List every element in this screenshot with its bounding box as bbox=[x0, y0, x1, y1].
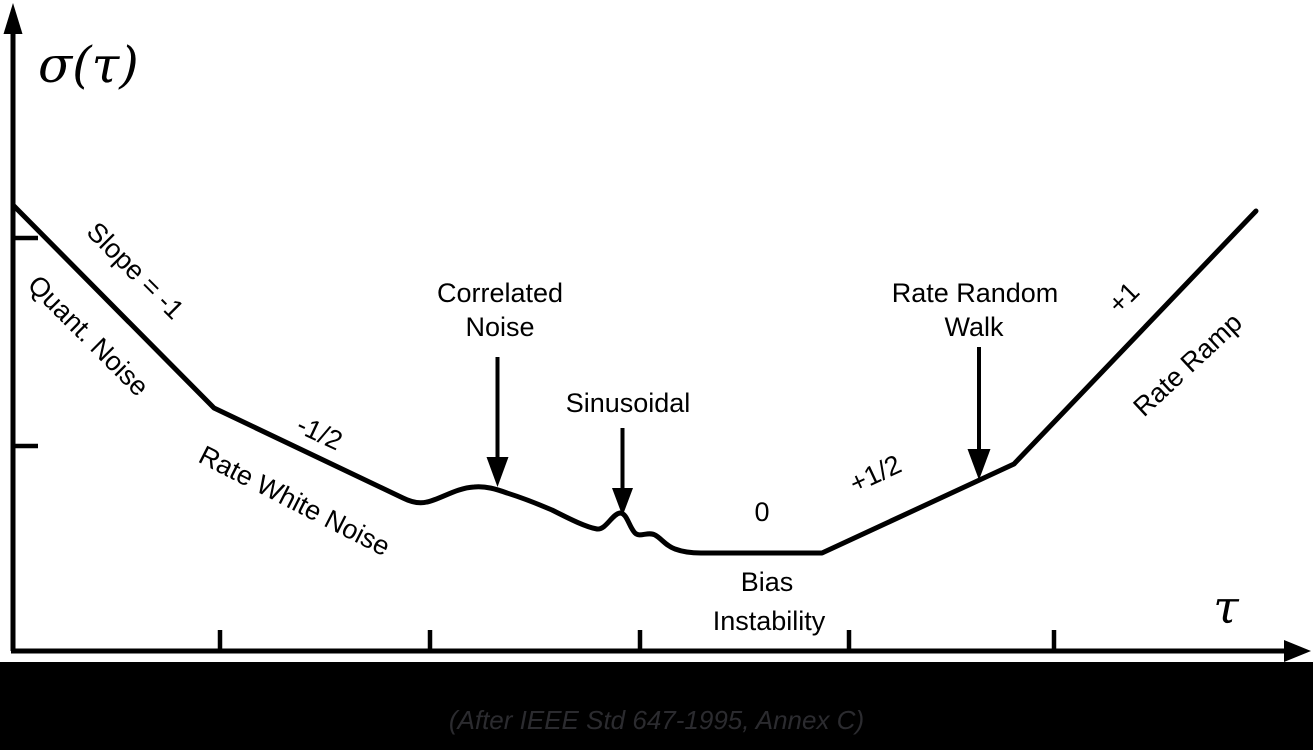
bias-instability-slope-label: 0 bbox=[754, 497, 769, 527]
rate-random-walk-arrow-icon bbox=[967, 347, 991, 480]
rate-white-noise-label: Rate White Noise bbox=[194, 440, 395, 562]
slope-annotation-label: Slope = -1 bbox=[81, 216, 190, 325]
bias-instability-label-line1: Bias bbox=[741, 567, 794, 597]
y-axis-label: σ(τ) bbox=[38, 36, 139, 94]
correlated-noise-label-line2: Noise bbox=[465, 312, 534, 342]
rate-random-walk-label-line1: Rate Random bbox=[892, 278, 1059, 308]
x-axis-label: τ bbox=[1213, 580, 1240, 634]
bias-instability-label-line2: Instability bbox=[713, 606, 826, 636]
caption-band: (After IEEE Std 647-1995, Annex C) bbox=[0, 662, 1313, 750]
figure-caption: (After IEEE Std 647-1995, Annex C) bbox=[448, 705, 865, 735]
rate-random-walk-label-line2: Walk bbox=[945, 312, 1004, 342]
x-axis-arrowhead-icon bbox=[1284, 640, 1311, 662]
correlated-noise-label-line1: Correlated bbox=[437, 278, 563, 308]
allan-deviation-curve bbox=[10, 202, 1259, 556]
correlated-noise-arrow-icon bbox=[486, 357, 509, 487]
sinusoidal-arrow-icon bbox=[612, 428, 633, 516]
sinusoidal-label: Sinusoidal bbox=[566, 388, 691, 418]
rate-random-walk-slope-label: +1/2 bbox=[845, 449, 906, 499]
rate-ramp-slope-label: +1 bbox=[1102, 276, 1145, 319]
y-axis-arrowhead-icon bbox=[3, 3, 23, 34]
